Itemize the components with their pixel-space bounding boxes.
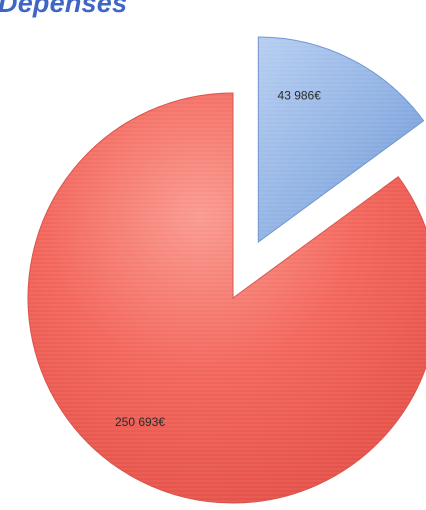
- pie-slice-1-texture: [28, 93, 426, 503]
- pie-slice-0-label: 43 986€: [278, 89, 322, 103]
- pie-slice-1-label: 250 693€: [115, 415, 165, 429]
- chart-title: Dépenses: [0, 0, 128, 18]
- pie-slice-0-texture: [258, 37, 424, 243]
